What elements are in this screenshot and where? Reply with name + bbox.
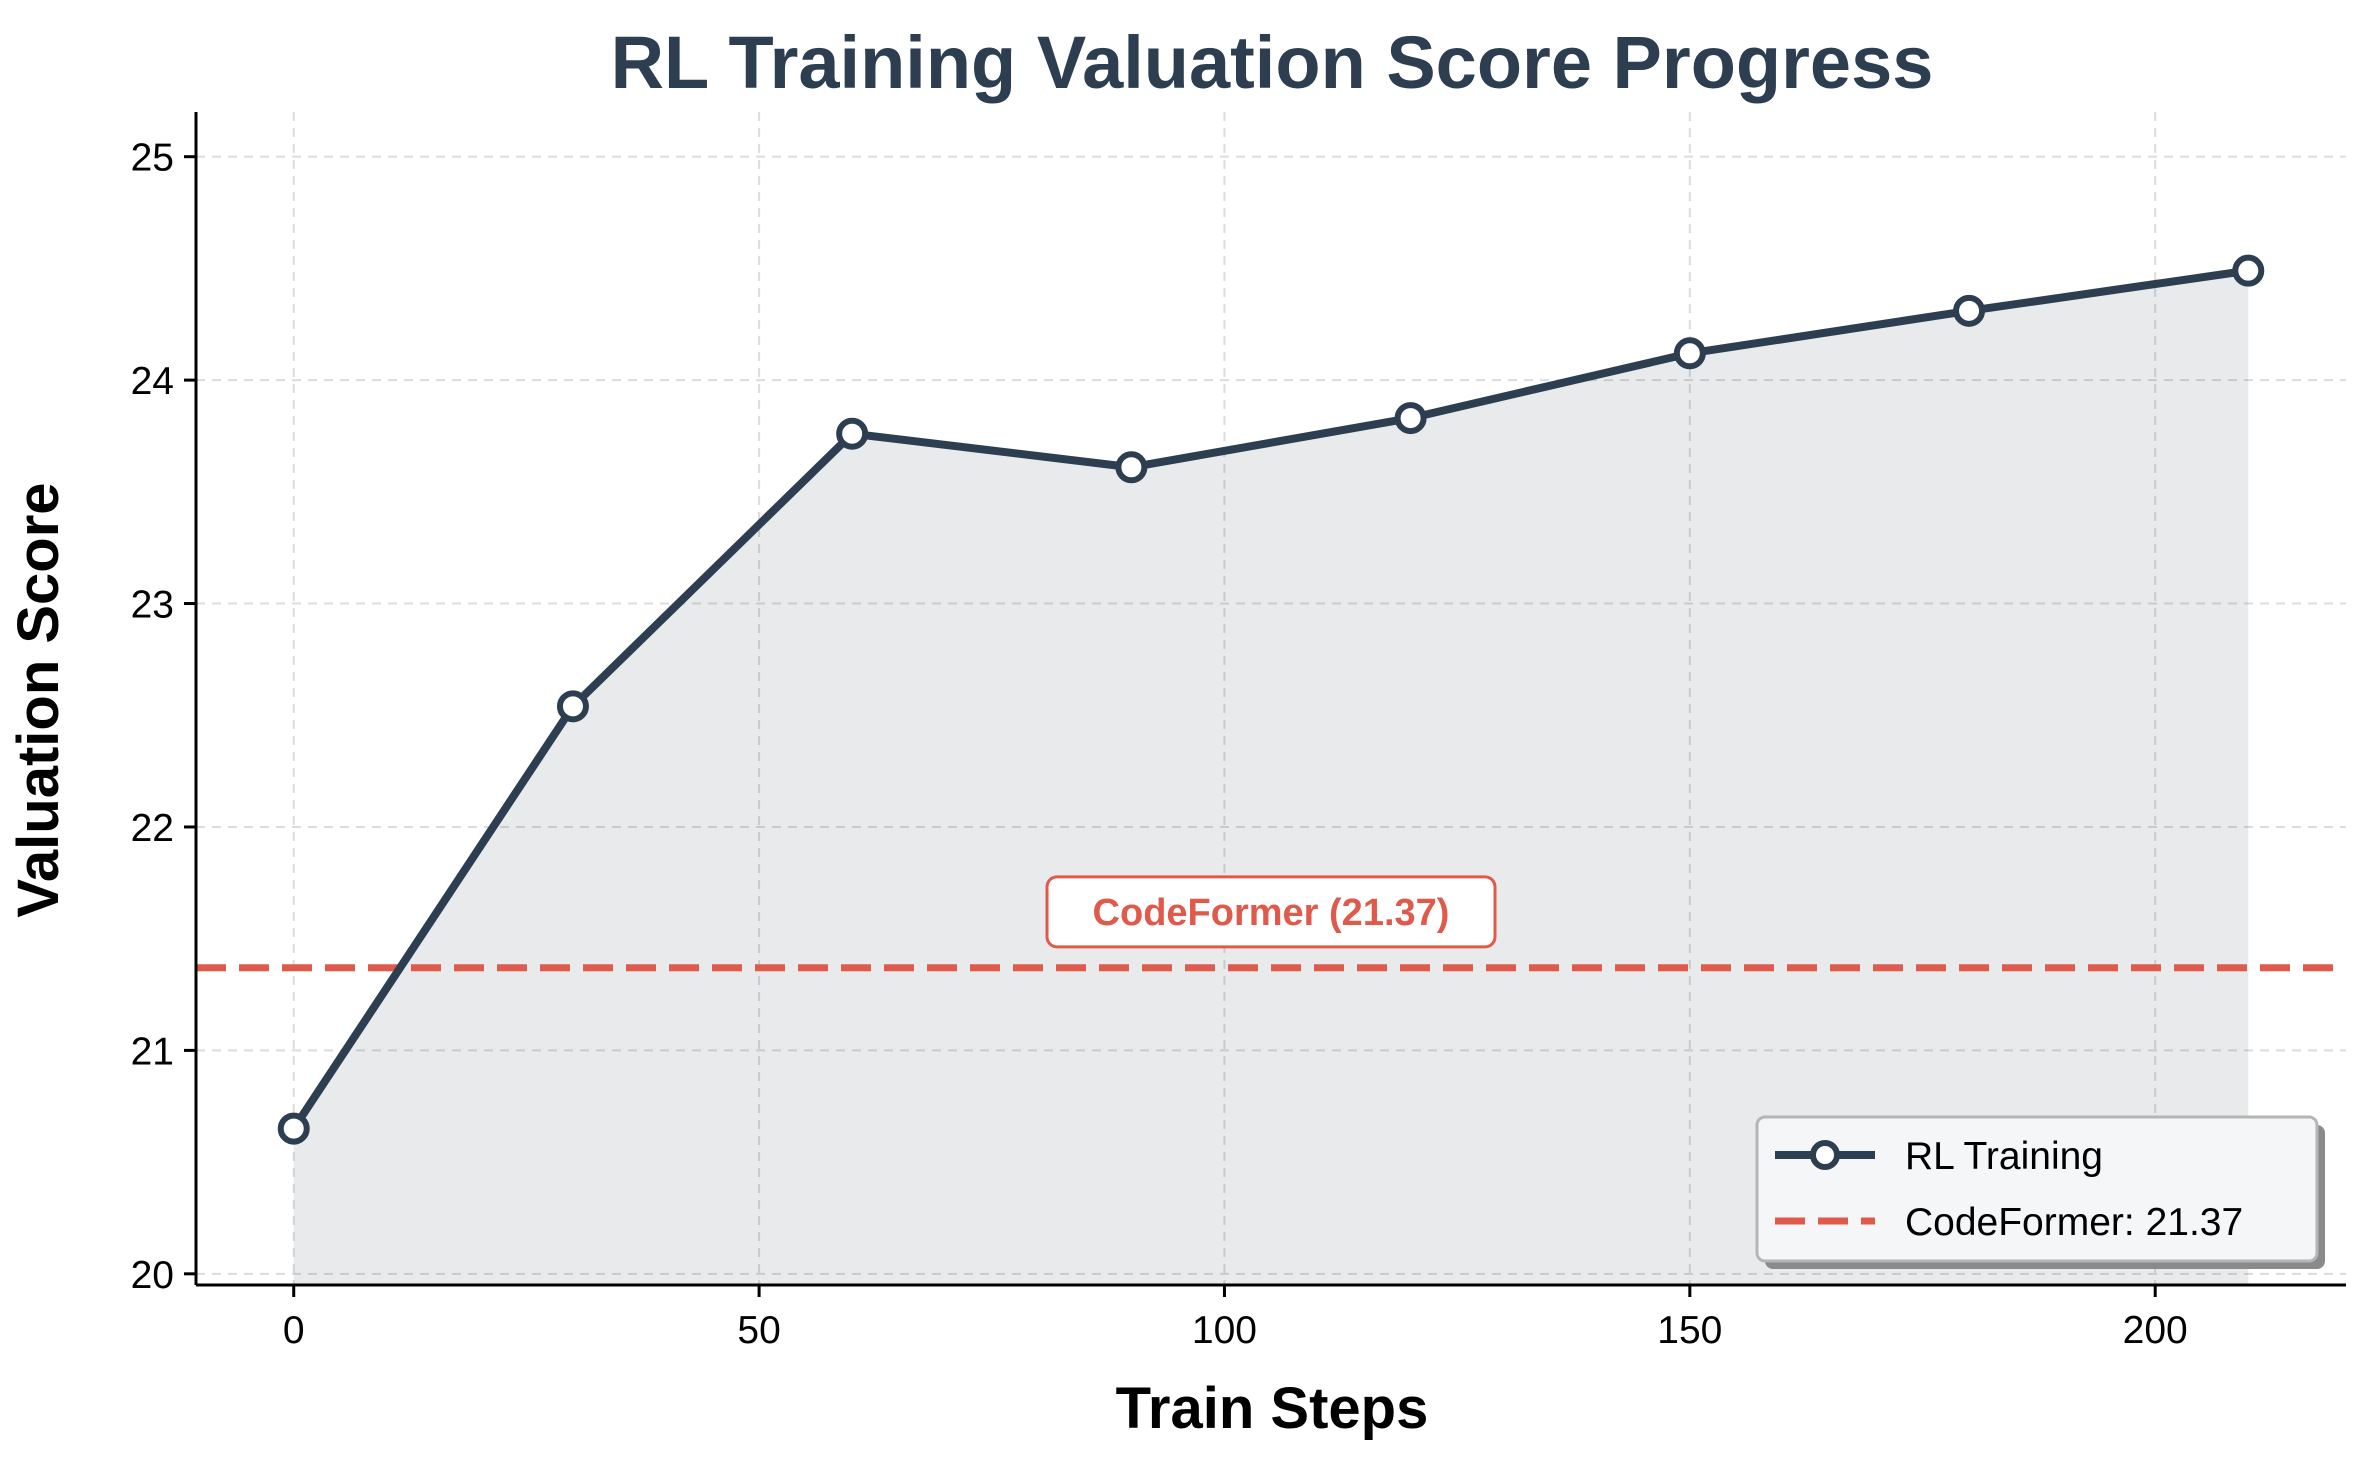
data-point-marker bbox=[277, 1112, 310, 1145]
y-tick-label: 20 bbox=[131, 1254, 174, 1297]
legend-marker-rl-training bbox=[1810, 1140, 1840, 1170]
legend: RL Training CodeFormer: 21.37 bbox=[1755, 1115, 2325, 1269]
data-point-marker bbox=[836, 417, 869, 450]
legend-box bbox=[1755, 1115, 2319, 1263]
y-tick-label: 24 bbox=[131, 360, 174, 403]
x-tick-label: 200 bbox=[2123, 1309, 2188, 1352]
data-point-marker bbox=[1115, 451, 1148, 484]
data-point-marker bbox=[1394, 402, 1427, 435]
x-axis-label: Train Steps bbox=[1116, 1376, 1429, 1441]
series-area-fill bbox=[293, 270, 2249, 1285]
y-tick-label: 23 bbox=[131, 584, 174, 627]
x-tick-label: 0 bbox=[283, 1309, 305, 1352]
annotation-box bbox=[1045, 875, 1497, 949]
data-point-marker bbox=[1673, 337, 1706, 370]
legend-label-rl-training: RL Training bbox=[1905, 1135, 2103, 1178]
series-rl-training bbox=[277, 254, 2265, 1145]
y-tick-label: 25 bbox=[131, 137, 174, 180]
y-tick-label: 22 bbox=[131, 807, 174, 850]
chart-title: RL Training Valuation Score Progress bbox=[611, 21, 1934, 104]
x-tick-label: 150 bbox=[1657, 1309, 1722, 1352]
x-tick-label: 100 bbox=[1192, 1309, 1257, 1352]
annotation-codeformer-label: CodeFormer (21.37) bbox=[1093, 892, 1450, 934]
ticks: 0 50 100 150 200 20 21 22 23 24 25 bbox=[131, 137, 2188, 1352]
series-area bbox=[293, 270, 2249, 1285]
axes bbox=[194, 112, 2346, 1287]
y-axis-label: Valuation Score bbox=[6, 482, 71, 917]
annotations: CodeFormer (21.37) bbox=[1045, 875, 1497, 949]
y-tick-label: 21 bbox=[131, 1030, 174, 1073]
series-line bbox=[289, 266, 2253, 1133]
data-point-marker bbox=[2232, 254, 2265, 287]
data-point-marker bbox=[1953, 294, 1986, 327]
data-point-marker bbox=[556, 690, 589, 723]
legend-label-codeformer: CodeFormer: 21.37 bbox=[1905, 1201, 2243, 1244]
x-tick-label: 50 bbox=[737, 1309, 780, 1352]
grid bbox=[196, 112, 2346, 1285]
